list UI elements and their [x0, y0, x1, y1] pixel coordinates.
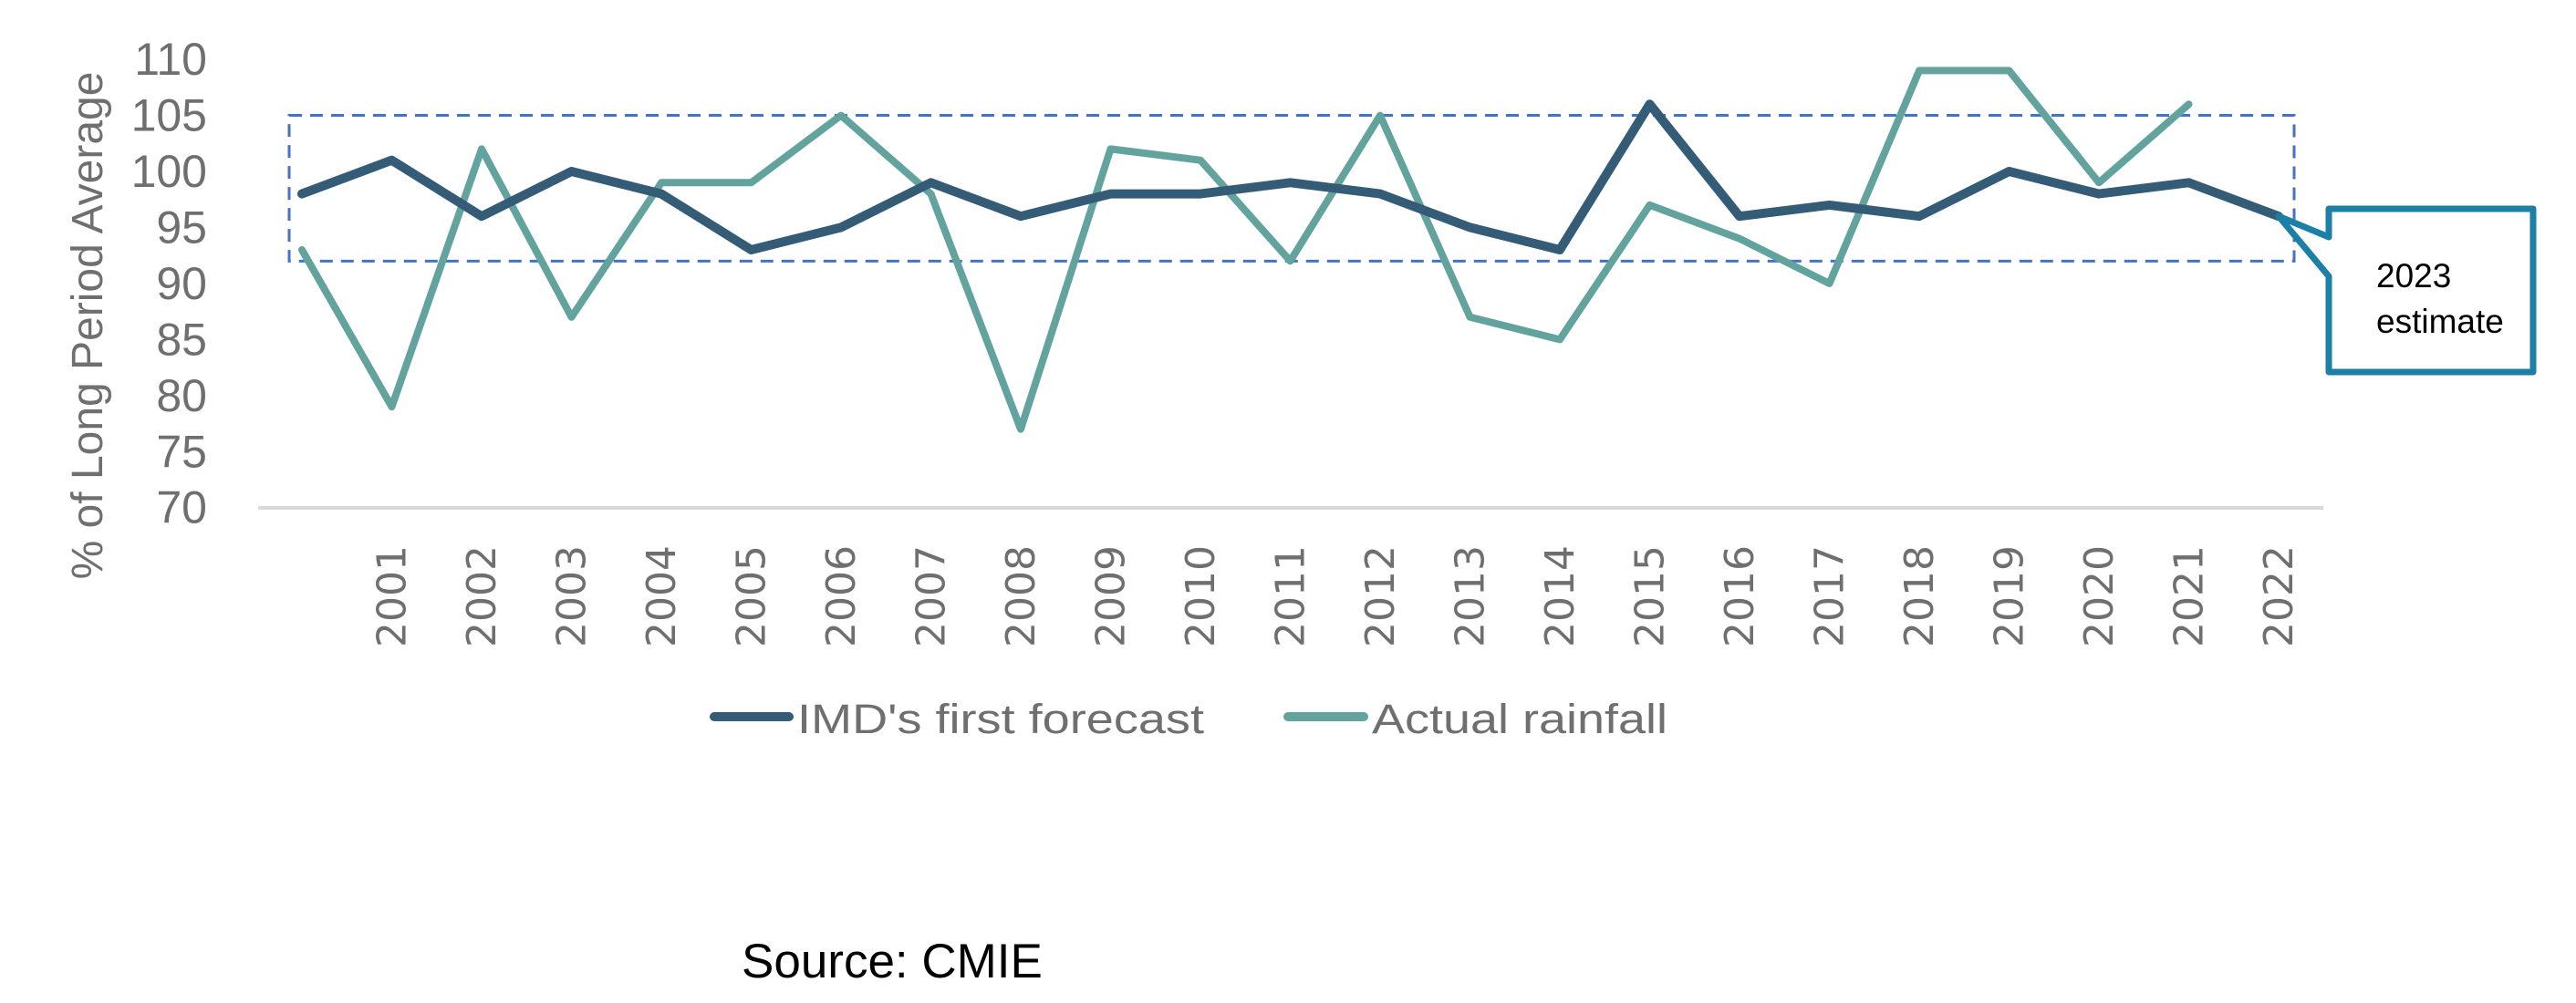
x-tick-label: 2008: [998, 545, 1044, 647]
callout-shape: [2275, 205, 2537, 376]
y-tick-label: 100: [131, 146, 207, 197]
x-tick-label: 2019: [1987, 545, 2033, 647]
series-line-actual: [298, 67, 2193, 433]
y-tick-label: 80: [156, 370, 207, 421]
callout-line-2: estimate: [2376, 303, 2504, 340]
x-tick-label: 2004: [639, 545, 685, 647]
legend-label-forecast: IMD's first forecast: [797, 696, 1205, 742]
x-tick-label: 2015: [1627, 545, 1674, 647]
x-tick-label: 2007: [909, 545, 955, 647]
series-forecast: [297, 99, 2283, 254]
y-tick-label: 75: [156, 426, 207, 477]
x-tick-label: 2016: [1717, 545, 1763, 647]
source-note: Source: CMIE: [742, 935, 1043, 988]
x-tick-label: 2009: [1088, 545, 1135, 647]
legend: IMD's first forecast Actual rainfall: [710, 696, 1667, 742]
y-tick-label: 90: [156, 258, 207, 309]
series-line-forecast: [297, 99, 2283, 254]
x-tick-label: 2003: [549, 545, 596, 647]
legend-item-forecast: IMD's first forecast: [710, 696, 1205, 742]
legend-label-actual: Actual rainfall: [1372, 696, 1667, 742]
estimate-callout: 2023 estimate: [2275, 205, 2537, 376]
y-tick-label: 110: [134, 34, 207, 85]
x-tick-label: 2010: [1178, 545, 1224, 647]
x-tick-label: 2022: [2256, 545, 2302, 647]
x-tick-label: 2005: [729, 545, 775, 647]
series-layer: [297, 67, 2283, 433]
y-tick-label: 105: [131, 90, 207, 141]
y-tick-label: 70: [156, 482, 207, 533]
x-tick-label: 2011: [1268, 545, 1314, 647]
callout-line-1: 2023: [2376, 257, 2451, 295]
x-tick-label: 2012: [1357, 545, 1404, 647]
x-tick-label: 2014: [1537, 545, 1584, 647]
legend-item-actual: Actual rainfall: [1283, 696, 1667, 742]
x-tick-label: 2020: [2076, 545, 2123, 647]
x-tick-label: 2017: [1807, 545, 1854, 647]
y-tick-label: 95: [156, 202, 207, 253]
x-tick-label: 2018: [1896, 545, 1943, 647]
x-axis-ticks: 2001 2002 2003 2004 2005 2006 2007 2008 2009 2010…: [369, 545, 2303, 647]
series-actual: [298, 67, 2193, 433]
x-tick-label: 2001: [369, 545, 416, 647]
x-tick-label: 2002: [459, 545, 505, 647]
y-tick-label: 85: [156, 314, 207, 365]
x-tick-label: 2013: [1448, 545, 1494, 647]
x-tick-label: 2021: [2166, 545, 2213, 647]
x-tick-label: 2006: [818, 545, 865, 647]
y-axis-title: % of Long Period Average: [64, 72, 112, 580]
